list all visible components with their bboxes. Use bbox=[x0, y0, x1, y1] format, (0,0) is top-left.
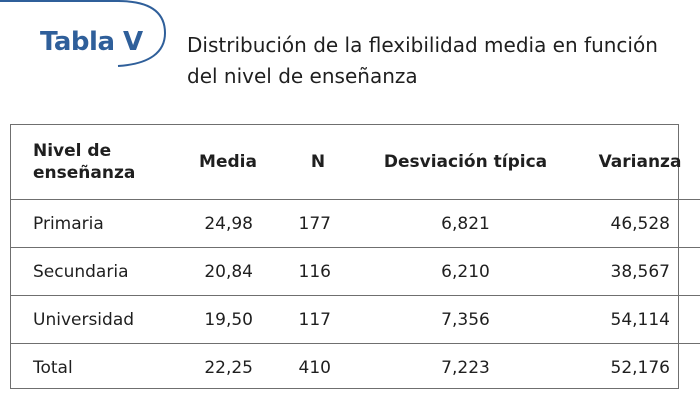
data-table: Nivel de enseñanza Media N Desviación tí… bbox=[10, 124, 700, 389]
flexibility-table: Nivel de enseñanza Media N Desviación tí… bbox=[11, 125, 700, 391]
cell-varianza: 46,528 bbox=[578, 199, 700, 248]
cell-varianza: 54,114 bbox=[578, 295, 700, 344]
cell-media: 24,98 bbox=[173, 199, 283, 248]
cell-varianza: 52,176 bbox=[610, 357, 670, 378]
col-header-desviacion: Desviación típica bbox=[353, 125, 578, 200]
table-title: Distribución de la flexibilidad media en… bbox=[187, 33, 658, 88]
table-header: Tabla V Distribución de la flexibilidad … bbox=[0, 0, 700, 110]
cell-n: 410 bbox=[298, 357, 331, 378]
cell-desviacion: 7,223 bbox=[441, 357, 490, 378]
tag-rule bbox=[0, 0, 120, 2]
cell-n: 177 bbox=[283, 199, 353, 248]
col-header-media: Media bbox=[173, 125, 283, 200]
cell-varianza: 38,567 bbox=[578, 247, 700, 296]
col-header-varianza: Varianza bbox=[578, 125, 700, 200]
col-header-nivel: Nivel de enseñanza bbox=[11, 125, 173, 200]
tag-frame bbox=[117, 0, 167, 67]
table-row: Universidad 19,50 117 7,356 54,114 bbox=[11, 295, 700, 344]
cell-nivel: Primaria bbox=[11, 199, 173, 248]
cell-nivel: Secundaria bbox=[11, 247, 173, 296]
cell-n: 117 bbox=[283, 295, 353, 344]
cell-nivel: Total bbox=[33, 357, 73, 378]
cell-media: 22,25 bbox=[204, 357, 253, 378]
table-tag: Tabla V bbox=[40, 27, 143, 57]
cell-nivel: Universidad bbox=[11, 295, 173, 344]
table-row-total: Total 22,25 410 7,223 52,176 bbox=[11, 344, 700, 392]
cell-n: 116 bbox=[283, 247, 353, 296]
cell-desviacion: 6,821 bbox=[353, 199, 578, 248]
cell-media: 19,50 bbox=[173, 295, 283, 344]
col-header-n: N bbox=[283, 125, 353, 200]
table-row: Primaria 24,98 177 6,821 46,528 bbox=[11, 199, 700, 248]
cell-desviacion: 7,356 bbox=[353, 295, 578, 344]
cell-media: 20,84 bbox=[173, 247, 283, 296]
table-row: Secundaria 20,84 116 6,210 38,567 bbox=[11, 247, 700, 296]
cell-desviacion: 6,210 bbox=[353, 247, 578, 296]
header-row: Nivel de enseñanza Media N Desviación tí… bbox=[11, 125, 700, 200]
